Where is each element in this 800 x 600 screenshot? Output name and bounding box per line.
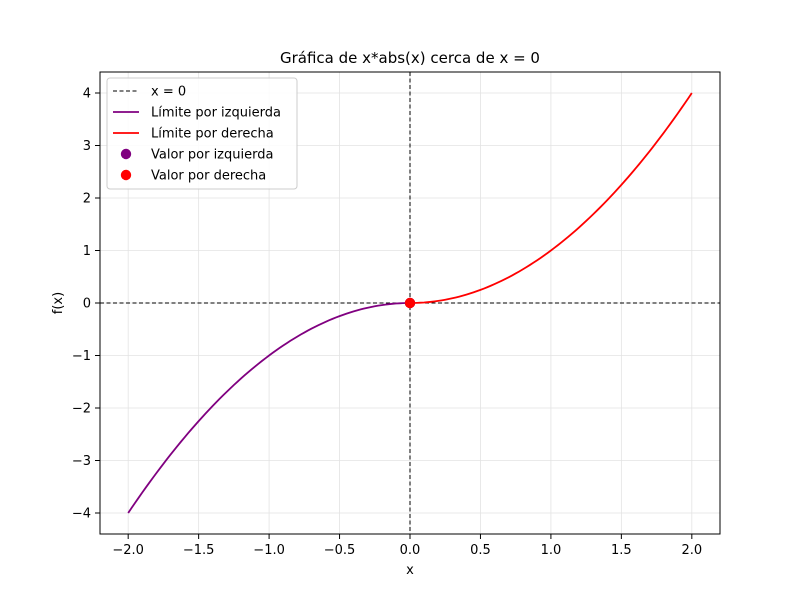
legend-label: Límite por izquierda <box>151 106 281 121</box>
y-axis-label: f(x) <box>51 292 66 314</box>
legend-label: Valor por derecha <box>151 169 266 184</box>
x-tick-label: 1.5 <box>611 543 632 558</box>
legend-label: Valor por izquierda <box>151 148 273 163</box>
series-lines <box>127 92 693 514</box>
y-tick-label: 3 <box>83 139 91 154</box>
y-tick-label: −3 <box>72 454 91 469</box>
x-tick-label: −0.5 <box>324 543 356 558</box>
y-tick-label: 1 <box>83 244 91 259</box>
x-tick-label: 0.5 <box>470 543 491 558</box>
y-tick-label: −1 <box>72 349 91 364</box>
series-points <box>404 297 416 309</box>
x-tick-label: −2.0 <box>112 543 144 558</box>
x-tick-label: 1.0 <box>541 543 562 558</box>
legend-label: Límite por derecha <box>151 127 274 142</box>
y-tick-label: 2 <box>83 192 91 207</box>
chart-title: Gráfica de x*abs(x) cerca de x = 0 <box>280 49 540 67</box>
axis-ticks: −2.0 −1.5 −1.0 −0.5 0.0 0.5 1.0 1.5 2.0 −4 −3 −2 −1 0… <box>72 87 702 559</box>
legend-marker <box>120 169 132 181</box>
x-tick-label: 0.0 <box>400 543 421 558</box>
x-axis-label: x <box>406 563 414 578</box>
x-tick-label: 2.0 <box>681 543 702 558</box>
y-tick-label: 0 <box>83 297 91 312</box>
legend-label: x = 0 <box>151 85 186 100</box>
legend: x = 0 Límite por izquierda Límite por dere… <box>106 77 298 190</box>
series-line <box>127 302 411 514</box>
series-point <box>404 297 416 309</box>
legend-marker <box>120 148 132 160</box>
series-line <box>409 92 693 304</box>
y-tick-label: 4 <box>83 87 91 102</box>
y-tick-label: −2 <box>72 402 91 417</box>
legend-box <box>106 77 298 190</box>
x-tick-label: −1.0 <box>253 543 285 558</box>
y-tick-label: −4 <box>72 507 91 522</box>
x-tick-label: −1.5 <box>183 543 215 558</box>
